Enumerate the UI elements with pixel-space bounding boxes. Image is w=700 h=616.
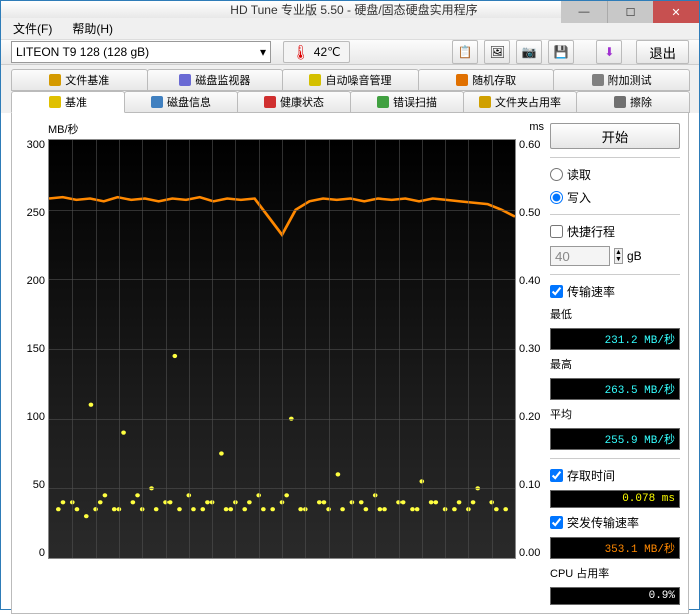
tab-健康状态[interactable]: 健康状态 bbox=[237, 91, 351, 113]
tab-磁盘监视器[interactable]: 磁盘监视器 bbox=[147, 69, 284, 91]
benchmark-chart bbox=[48, 139, 516, 559]
drive-select[interactable]: LITEON T9 128 (128 gB) ▾ bbox=[11, 41, 271, 63]
content-area: MB/秒 ms 300250200150100500 0.600.500.400… bbox=[11, 113, 689, 614]
y2-unit-label: ms bbox=[529, 121, 544, 137]
tab-错误扫描[interactable]: 错误扫描 bbox=[350, 91, 464, 113]
tab-icon bbox=[49, 96, 61, 108]
size-stepper[interactable]: ▲▼ bbox=[614, 248, 623, 264]
start-button[interactable]: 开始 bbox=[550, 123, 680, 149]
max-label: 最高 bbox=[550, 356, 680, 372]
tab-磁盘信息[interactable]: 磁盘信息 bbox=[124, 91, 238, 113]
min-value: 231.2 MB/秒 bbox=[550, 328, 680, 350]
drive-select-value: LITEON T9 128 (128 gB) bbox=[16, 45, 149, 59]
tab-文件夹占用率[interactable]: 文件夹占用率 bbox=[463, 91, 577, 113]
tab-自动噪音管理[interactable]: 自动噪音管理 bbox=[282, 69, 419, 91]
y-axis-right: 0.600.500.400.300.200.100.00 bbox=[516, 139, 546, 559]
access-value: 0.078 ms bbox=[550, 490, 680, 508]
tab-icon bbox=[377, 96, 389, 108]
tab-icon bbox=[151, 96, 163, 108]
close-button[interactable]: ✕ bbox=[653, 1, 699, 23]
tab-附加测试[interactable]: 附加测试 bbox=[553, 69, 690, 91]
min-label: 最低 bbox=[550, 306, 680, 322]
tab-icon bbox=[49, 74, 61, 86]
screenshot-button[interactable]: 📷 bbox=[516, 40, 542, 64]
transfer-rate-check[interactable]: 传输速率 bbox=[550, 283, 680, 300]
main-window: HD Tune 专业版 5.50 - 硬盘/固态硬盘实用程序 — ☐ ✕ 文件(… bbox=[0, 0, 700, 610]
copy-image-button[interactable]: 🖼 bbox=[484, 40, 510, 64]
tab-row-lower: 基准磁盘信息健康状态错误扫描文件夹占用率擦除 bbox=[11, 91, 689, 113]
tab-基准[interactable]: 基准 bbox=[11, 91, 125, 113]
short-stroke-check[interactable]: 快捷行程 bbox=[550, 223, 680, 240]
temperature-badge: 🌡 42℃ bbox=[283, 41, 350, 63]
maximize-button[interactable]: ☐ bbox=[607, 1, 653, 23]
access-time-check[interactable]: 存取时间 bbox=[550, 467, 680, 484]
burst-value: 353.1 MB/秒 bbox=[550, 537, 680, 559]
tab-icon bbox=[614, 96, 626, 108]
menu-file[interactable]: 文件(F) bbox=[7, 18, 58, 39]
cpu-value: 0.9% bbox=[550, 587, 680, 605]
avg-label: 平均 bbox=[550, 406, 680, 422]
window-controls: — ☐ ✕ bbox=[561, 1, 699, 23]
size-unit: gB bbox=[627, 249, 642, 263]
cpu-label: CPU 占用率 bbox=[550, 565, 680, 581]
menu-help[interactable]: 帮助(H) bbox=[66, 18, 119, 39]
options-button[interactable]: ⬇ bbox=[596, 40, 622, 64]
toolbar: LITEON T9 128 (128 gB) ▾ 🌡 42℃ 📋 🖼 📷 💾 ⬇… bbox=[1, 40, 699, 65]
tab-icon bbox=[592, 74, 604, 86]
chevron-down-icon: ▾ bbox=[260, 45, 266, 59]
tabs-area: 文件基准磁盘监视器自动噪音管理随机存取附加测试 基准磁盘信息健康状态错误扫描文件… bbox=[1, 65, 699, 113]
tab-icon bbox=[456, 74, 468, 86]
burst-rate-check[interactable]: 突发传输速率 bbox=[550, 514, 680, 531]
size-input[interactable] bbox=[550, 246, 610, 266]
titlebar: HD Tune 专业版 5.50 - 硬盘/固态硬盘实用程序 — ☐ ✕ bbox=[1, 1, 699, 18]
max-value: 263.5 MB/秒 bbox=[550, 378, 680, 400]
tab-随机存取[interactable]: 随机存取 bbox=[418, 69, 555, 91]
copy-text-button[interactable]: 📋 bbox=[452, 40, 478, 64]
tab-icon bbox=[479, 96, 491, 108]
y-unit-label: MB/秒 bbox=[48, 121, 79, 137]
save-button[interactable]: 💾 bbox=[548, 40, 574, 64]
tab-row-upper: 文件基准磁盘监视器自动噪音管理随机存取附加测试 bbox=[11, 69, 689, 91]
y-axis-left: 300250200150100500 bbox=[20, 139, 48, 559]
side-panel: 开始 读取 写入 快捷行程 ▲▼ gB 传输速率 最低 231.2 MB/秒 最… bbox=[550, 121, 680, 605]
chart-area: MB/秒 ms 300250200150100500 0.600.500.400… bbox=[20, 121, 546, 605]
tab-icon bbox=[309, 74, 321, 86]
tab-擦除[interactable]: 擦除 bbox=[576, 91, 690, 113]
read-radio[interactable]: 读取 bbox=[550, 166, 680, 183]
tab-icon bbox=[264, 96, 276, 108]
temperature-value: 42℃ bbox=[314, 45, 341, 59]
write-radio[interactable]: 写入 bbox=[550, 189, 680, 206]
thermometer-icon: 🌡 bbox=[292, 44, 310, 61]
tab-icon bbox=[179, 74, 191, 86]
exit-button[interactable]: 退出 bbox=[636, 40, 689, 64]
minimize-button[interactable]: — bbox=[561, 1, 607, 23]
avg-value: 255.9 MB/秒 bbox=[550, 428, 680, 450]
tab-文件基准[interactable]: 文件基准 bbox=[11, 69, 148, 91]
